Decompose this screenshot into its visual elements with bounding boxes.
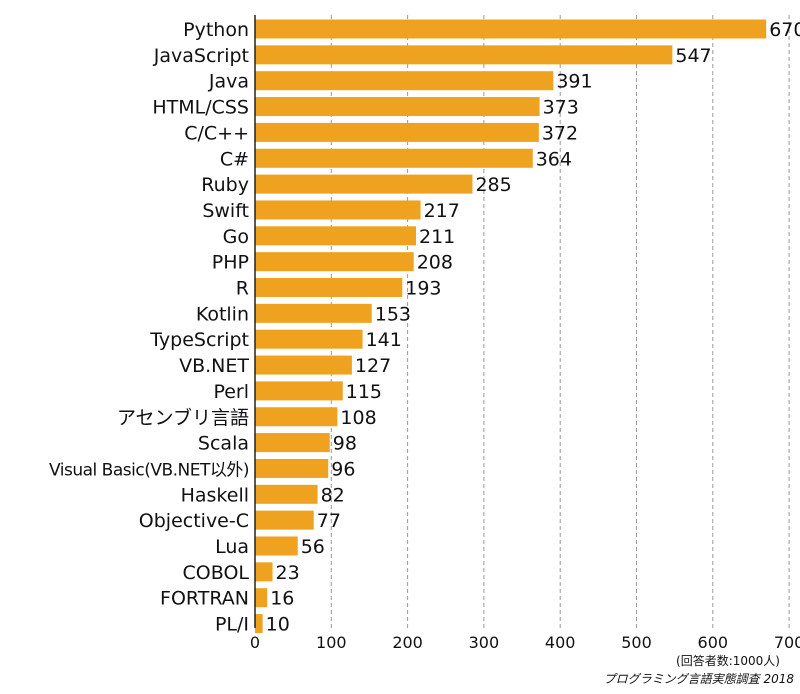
bar-5: [255, 148, 533, 168]
category-label-11: Kotlin: [196, 303, 249, 325]
bar-11: [255, 303, 372, 323]
bar-7: [255, 200, 421, 220]
bar-19: [255, 510, 314, 530]
category-label-7: Swift: [202, 200, 249, 222]
x-tick-label-200: 200: [392, 633, 423, 652]
category-label-13: VB.NET: [179, 355, 249, 377]
bar-22: [255, 588, 268, 608]
category-label-4: C/C++: [184, 122, 249, 144]
bar-13: [255, 355, 352, 375]
value-label-13: 127: [355, 355, 391, 377]
value-label-18: 82: [321, 484, 345, 506]
category-label-12: TypeScript: [149, 329, 249, 351]
value-label-3: 373: [543, 97, 579, 119]
value-label-5: 364: [536, 148, 572, 170]
respondent-count-note: (回答者数:1000人): [676, 654, 780, 668]
bar-layer: [255, 19, 767, 634]
bar-0: [255, 19, 767, 39]
value-label-20: 56: [301, 536, 325, 558]
category-label-6: Ruby: [201, 174, 249, 196]
category-label-15: アセンブリ言語: [117, 406, 249, 429]
category-label-16: Scala: [198, 433, 249, 455]
value-label-19: 77: [317, 510, 341, 532]
x-tick-label-600: 600: [698, 633, 729, 652]
category-label-1: JavaScript: [153, 45, 249, 67]
bar-9: [255, 252, 414, 272]
bar-21: [255, 562, 273, 582]
value-label-10: 193: [405, 278, 441, 300]
bar-2: [255, 71, 554, 91]
value-label-8: 211: [419, 226, 455, 248]
value-label-4: 372: [542, 122, 578, 144]
value-label-23: 10: [266, 614, 290, 636]
value-label-12: 141: [366, 329, 402, 351]
bar-16: [255, 433, 330, 453]
value-label-21: 23: [276, 562, 300, 584]
x-tick-label-0: 0: [250, 633, 260, 652]
bar-14: [255, 381, 343, 401]
bar-18: [255, 484, 318, 504]
category-label-2: Java: [208, 71, 249, 93]
bar-10: [255, 278, 403, 297]
label-layer: 0 100 200 300 400 500 600 700 Python 670 JavaScrip…: [49, 19, 800, 652]
x-tick-label-500: 500: [621, 633, 652, 652]
category-label-14: Perl: [213, 381, 249, 403]
bar-6: [255, 174, 473, 194]
category-label-5: C#: [220, 148, 249, 170]
bar-1: [255, 45, 673, 65]
x-tick-label-700: 700: [774, 633, 800, 652]
category-label-18: Haskell: [181, 484, 249, 506]
category-label-21: COBOL: [183, 562, 250, 584]
value-label-9: 208: [417, 252, 453, 274]
value-label-16: 98: [333, 433, 357, 455]
bar-3: [255, 97, 540, 117]
bar-8: [255, 226, 416, 246]
value-label-2: 391: [556, 71, 592, 93]
category-label-0: Python: [183, 19, 249, 41]
bar-23: [255, 614, 263, 634]
value-label-0: 670: [769, 19, 800, 41]
value-label-17: 96: [331, 458, 355, 480]
x-tick-label-100: 100: [316, 633, 347, 652]
category-label-8: Go: [223, 226, 249, 248]
category-label-20: Lua: [215, 536, 249, 558]
x-tick-label-400: 400: [545, 633, 576, 652]
x-tick-label-300: 300: [469, 633, 500, 652]
bar-4: [255, 122, 539, 142]
category-label-10: R: [236, 278, 249, 300]
value-label-1: 547: [675, 45, 711, 67]
value-label-22: 16: [270, 588, 294, 610]
value-label-6: 285: [475, 174, 511, 196]
value-label-14: 115: [346, 381, 382, 403]
category-label-19: Objective-C: [139, 510, 249, 532]
bar-20: [255, 536, 298, 556]
category-label-9: PHP: [212, 252, 249, 274]
category-label-22: FORTRAN: [160, 588, 249, 610]
bar-12: [255, 329, 363, 349]
bar-17: [255, 458, 329, 478]
category-label-17: Visual Basic(VB.NET以外): [49, 460, 249, 480]
value-label-15: 108: [340, 407, 376, 429]
category-label-3: HTML/CSS: [152, 97, 249, 119]
category-label-23: PL/I: [215, 614, 249, 636]
bar-15: [255, 407, 338, 427]
value-label-11: 153: [375, 303, 411, 325]
source-note: プログラミング言語実態調査 2018: [603, 672, 794, 686]
value-label-7: 217: [424, 200, 460, 222]
